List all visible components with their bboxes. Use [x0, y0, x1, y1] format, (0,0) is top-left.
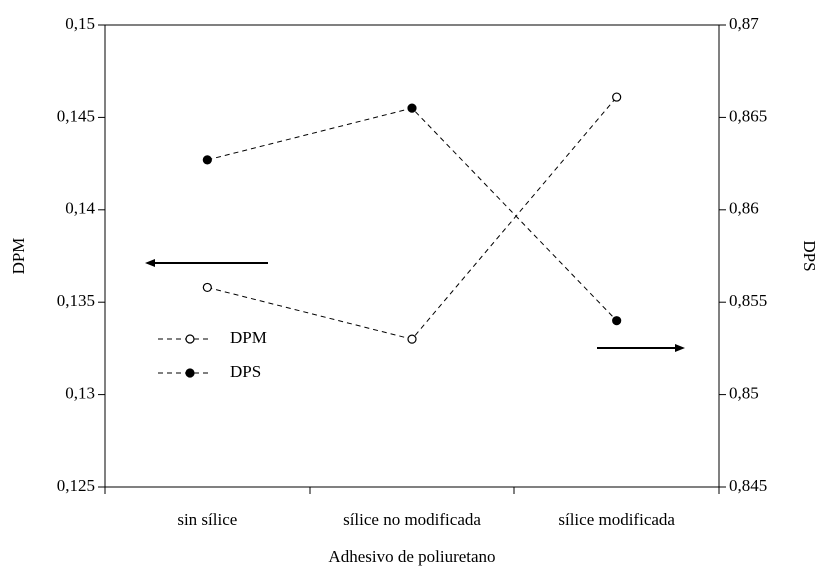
- y-tick-label: 0,135: [57, 291, 95, 310]
- x-tick-label: sílice modificada: [558, 510, 675, 529]
- data-point: [407, 334, 417, 344]
- data-point: [407, 103, 417, 113]
- y-tick-label: 0,15: [65, 14, 95, 33]
- y-tick-label: 0,13: [65, 384, 95, 403]
- y-tick-label: 0,145: [57, 106, 95, 125]
- left-arrow: [145, 259, 268, 267]
- legend-label: DPS: [230, 362, 261, 381]
- plot-frame: [104, 24, 720, 488]
- right-arrow: [597, 344, 685, 352]
- y2-axis-label: DPS: [800, 240, 819, 271]
- y-tick-label: 0,14: [65, 199, 95, 218]
- y2-tick-label: 0,845: [729, 476, 767, 495]
- y2-tick-label: 0,85: [729, 384, 759, 403]
- legend-label: DPM: [230, 328, 267, 347]
- x-axis-label: Adhesivo de poliuretano: [328, 547, 495, 566]
- legend-marker: [185, 334, 195, 344]
- y-tick-label: 0,125: [57, 476, 95, 495]
- y-axis-label: DPM: [9, 238, 28, 275]
- x-tick-label: sílice no modificada: [343, 510, 481, 529]
- y2-tick-label: 0,86: [729, 199, 759, 218]
- y2-tick-label: 0,87: [729, 14, 759, 33]
- y2-tick-label: 0,865: [729, 106, 767, 125]
- data-point: [202, 155, 212, 165]
- x-tick-label: sin sílice: [177, 510, 237, 529]
- series-line: [207, 107, 618, 322]
- data-point: [612, 92, 622, 102]
- data-point: [202, 282, 212, 293]
- y2-tick-label: 0,855: [729, 291, 767, 310]
- legend-marker: [185, 368, 195, 378]
- series-line: [207, 96, 618, 340]
- data-point: [612, 316, 622, 326]
